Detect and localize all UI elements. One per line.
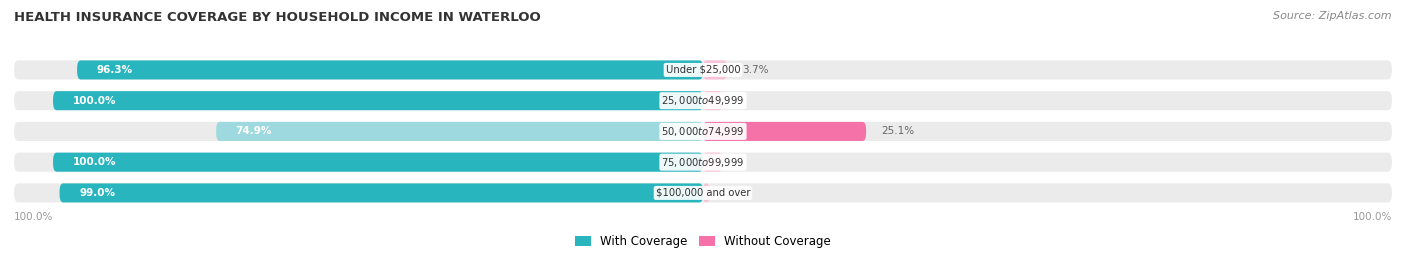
FancyBboxPatch shape bbox=[14, 61, 1392, 79]
Text: Source: ZipAtlas.com: Source: ZipAtlas.com bbox=[1274, 11, 1392, 21]
Text: $50,000 to $74,999: $50,000 to $74,999 bbox=[661, 125, 745, 138]
Text: HEALTH INSURANCE COVERAGE BY HOUSEHOLD INCOME IN WATERLOO: HEALTH INSURANCE COVERAGE BY HOUSEHOLD I… bbox=[14, 11, 541, 24]
Text: 100.0%: 100.0% bbox=[73, 96, 117, 106]
FancyBboxPatch shape bbox=[703, 61, 727, 79]
FancyBboxPatch shape bbox=[14, 91, 1392, 110]
FancyBboxPatch shape bbox=[14, 153, 1392, 172]
Text: 96.3%: 96.3% bbox=[97, 65, 132, 75]
FancyBboxPatch shape bbox=[703, 91, 723, 110]
Text: $25,000 to $49,999: $25,000 to $49,999 bbox=[661, 94, 745, 107]
Text: 99.0%: 99.0% bbox=[79, 188, 115, 198]
FancyBboxPatch shape bbox=[703, 122, 866, 141]
FancyBboxPatch shape bbox=[77, 61, 703, 79]
Text: $75,000 to $99,999: $75,000 to $99,999 bbox=[661, 156, 745, 169]
Text: 3.7%: 3.7% bbox=[742, 65, 769, 75]
Text: 100.0%: 100.0% bbox=[1353, 212, 1392, 222]
FancyBboxPatch shape bbox=[703, 183, 710, 203]
Text: 100.0%: 100.0% bbox=[14, 212, 53, 222]
Text: Under $25,000: Under $25,000 bbox=[665, 65, 741, 75]
FancyBboxPatch shape bbox=[14, 183, 1392, 203]
FancyBboxPatch shape bbox=[14, 122, 1392, 141]
FancyBboxPatch shape bbox=[59, 183, 703, 203]
FancyBboxPatch shape bbox=[53, 91, 703, 110]
Text: 100.0%: 100.0% bbox=[73, 157, 117, 167]
Text: 1.0%: 1.0% bbox=[725, 188, 751, 198]
Text: $100,000 and over: $100,000 and over bbox=[655, 188, 751, 198]
Text: 25.1%: 25.1% bbox=[882, 126, 915, 136]
Text: 74.9%: 74.9% bbox=[236, 126, 273, 136]
FancyBboxPatch shape bbox=[53, 153, 703, 172]
Legend: With Coverage, Without Coverage: With Coverage, Without Coverage bbox=[571, 230, 835, 253]
FancyBboxPatch shape bbox=[217, 122, 703, 141]
FancyBboxPatch shape bbox=[703, 153, 723, 172]
